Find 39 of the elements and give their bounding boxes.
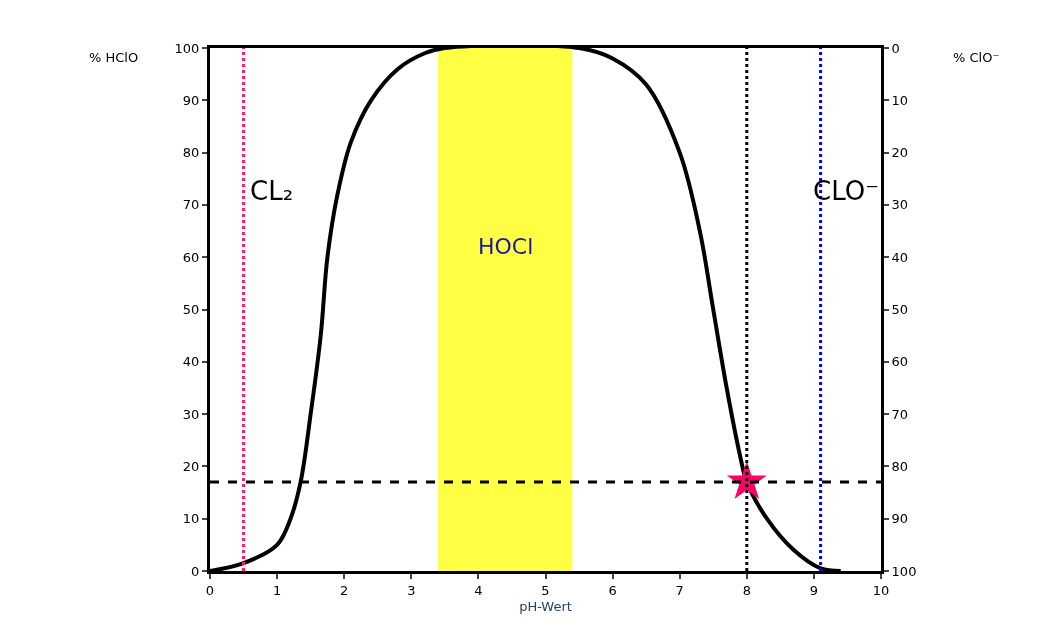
ref-line-label: CL₂ [250, 176, 294, 206]
y2-axis-title: % ClO⁻ [953, 50, 1000, 65]
x-tick-label: 0 [205, 582, 215, 598]
y-tick-label: 80 [182, 145, 200, 161]
x-tick-label: 7 [675, 582, 684, 598]
y2-tick-label: 90 [891, 511, 909, 527]
y-tick-label: 10 [182, 511, 200, 527]
y-tick-label: 90 [182, 92, 200, 108]
ref-line-label: CLO⁻ [813, 176, 879, 206]
y2-tick-label: 70 [891, 406, 909, 422]
x-tick-label: 10 [872, 582, 890, 598]
x-tick-label: 5 [541, 582, 550, 598]
x-tick-label: 6 [608, 582, 617, 598]
x-tick-label: 8 [742, 582, 751, 598]
x-tick-label: 3 [407, 582, 416, 598]
y2-tick-label: 80 [891, 458, 909, 474]
x-tick-label: 9 [809, 582, 819, 598]
x-tick-label: 1 [272, 582, 282, 598]
band-label: HOCl [478, 234, 534, 259]
y2-tick-label: 30 [891, 197, 909, 213]
y2-tick-label: 100 [891, 563, 917, 579]
y-tick-label: 100 [174, 40, 200, 56]
x-axis-title: pH-Wert [519, 599, 572, 615]
x-tick-label: 2 [340, 582, 349, 598]
y-tick-label: 60 [182, 249, 200, 265]
y2-tick-label: 50 [891, 302, 909, 318]
y-tick-label: 40 [182, 354, 200, 370]
y-tick-label: 50 [182, 302, 200, 318]
y-tick-label: 30 [182, 406, 200, 422]
y2-tick-label: 60 [891, 354, 909, 370]
y2-tick-label: 0 [891, 40, 900, 56]
y2-tick-label: 40 [891, 249, 909, 265]
y2-tick-label: 20 [891, 145, 909, 161]
y-tick-label: 70 [182, 197, 200, 213]
y-axis-title: % HClO [89, 50, 139, 65]
x-tick-label: 4 [474, 582, 483, 598]
y-tick-label: 0 [191, 563, 200, 579]
y-tick-label: 20 [182, 458, 200, 474]
y2-tick-label: 10 [891, 92, 909, 108]
